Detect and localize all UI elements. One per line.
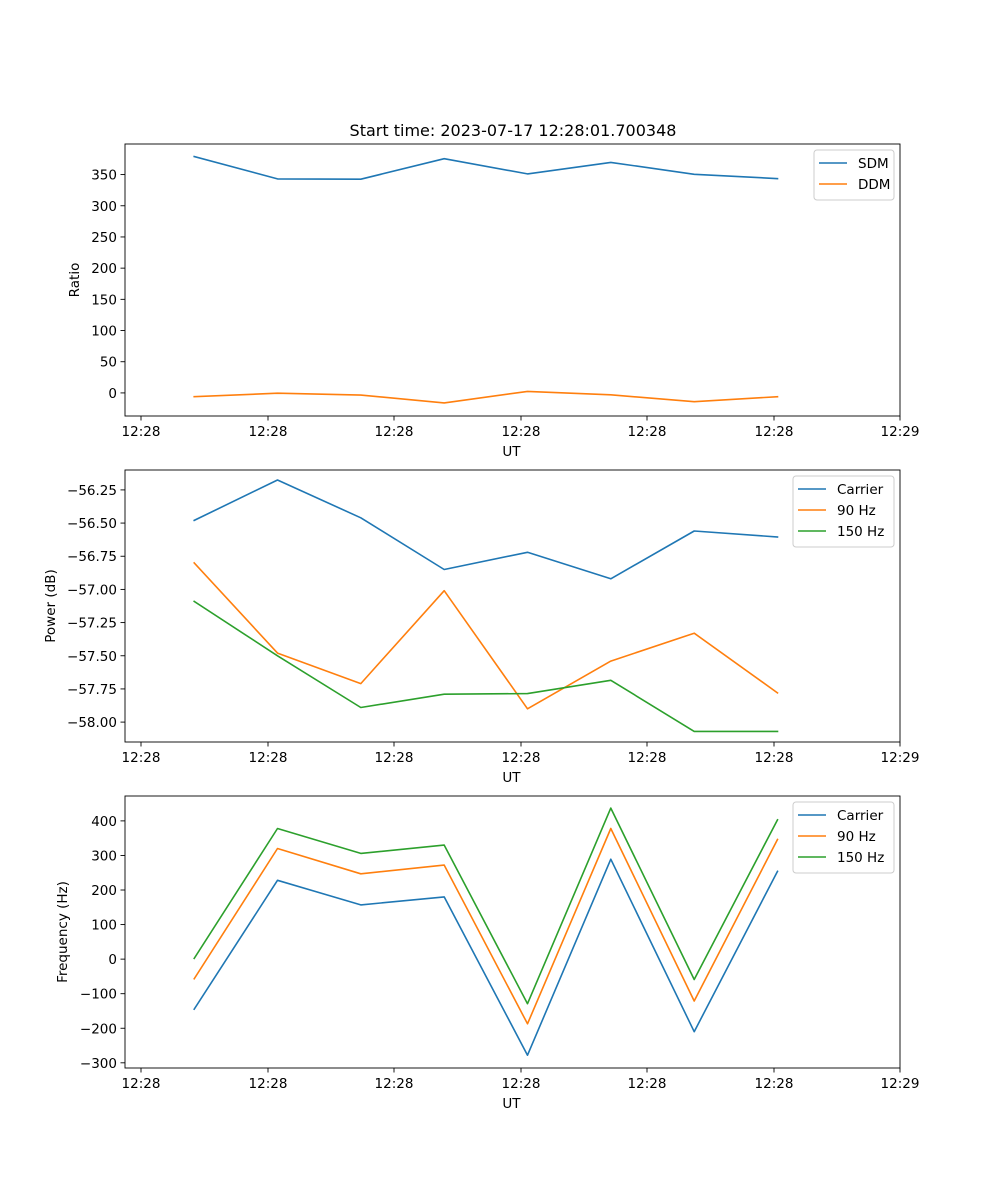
series-line-150-hz bbox=[193, 600, 779, 733]
legend-label: 90 Hz bbox=[837, 503, 876, 519]
legend: SDM DDM bbox=[813, 149, 895, 201]
x-tick-label: 12:28 bbox=[249, 1076, 288, 1092]
axes-frame bbox=[124, 795, 901, 1069]
y-tick-label: 300 bbox=[91, 199, 117, 215]
series-lines bbox=[193, 807, 779, 1056]
legend-label: Carrier bbox=[837, 482, 884, 498]
y-tick-label: −300 bbox=[80, 1056, 117, 1072]
y-tick-label: −58.00 bbox=[67, 715, 117, 731]
series-lines bbox=[193, 479, 779, 733]
series-line-90-hz bbox=[193, 561, 779, 710]
x-axis-label: UT bbox=[502, 1096, 521, 1112]
y-tick-label: −56.50 bbox=[67, 516, 117, 532]
x-tick-label: 12:29 bbox=[881, 750, 920, 766]
y-tick-label: 0 bbox=[108, 386, 117, 402]
x-tick-label: 12:28 bbox=[628, 424, 667, 440]
legend-label: 150 Hz bbox=[837, 850, 884, 866]
y-tick-label: 300 bbox=[91, 848, 117, 864]
y-tick-label: 200 bbox=[91, 261, 117, 277]
x-tick-label: 12:28 bbox=[375, 750, 414, 766]
y-tick-label: −100 bbox=[80, 987, 117, 1003]
y-tick-label: −56.75 bbox=[67, 549, 117, 565]
legend: Carrier 90 Hz 150 Hz bbox=[792, 801, 895, 874]
legend: Carrier 90 Hz 150 Hz bbox=[792, 475, 895, 548]
y-tick-label: 150 bbox=[91, 292, 117, 308]
x-tick-label: 12:28 bbox=[755, 750, 794, 766]
legend-label: 150 Hz bbox=[837, 524, 884, 540]
x-tick-label: 12:28 bbox=[755, 1076, 794, 1092]
x-tick-label: 12:28 bbox=[502, 1076, 541, 1092]
y-tick-label: −57.75 bbox=[67, 682, 117, 698]
chart-panel-3: 12:28 12:28 12:28 12:28 12:28 12:28 12:29 −300 −… bbox=[55, 795, 920, 1112]
y-tick-label: −57.00 bbox=[67, 582, 117, 598]
chart-panel-1: 12:28 12:28 12:28 12:28 12:28 12:28 12:29 0 50 10… bbox=[67, 143, 920, 460]
y-axis-label: Frequency (Hz) bbox=[55, 881, 71, 983]
y-tick-label: −57.50 bbox=[67, 649, 117, 665]
series-line-150-hz bbox=[193, 807, 779, 1005]
series-line-ddm bbox=[193, 390, 779, 404]
axes-frame bbox=[124, 143, 901, 417]
y-tick-label: −57.25 bbox=[67, 616, 117, 632]
series-line-carrier bbox=[193, 479, 779, 580]
y-tick-label: −56.25 bbox=[67, 483, 117, 499]
x-tick-label: 12:28 bbox=[375, 424, 414, 440]
legend-label: DDM bbox=[858, 177, 890, 193]
x-tick-label: 12:28 bbox=[249, 424, 288, 440]
x-axis-label: UT bbox=[502, 444, 521, 460]
x-tick-label: 12:29 bbox=[881, 424, 920, 440]
y-tick-label: 100 bbox=[91, 918, 117, 934]
x-tick-label: 12:28 bbox=[122, 750, 161, 766]
y-tick-label: 350 bbox=[91, 168, 117, 184]
figure-title: Start time: 2023-07-17 12:28:01.700348 bbox=[350, 121, 677, 140]
x-tick-label: 12:29 bbox=[881, 1076, 920, 1092]
legend-box bbox=[792, 801, 895, 874]
y-tick-label: 50 bbox=[100, 355, 117, 371]
legend-label: 90 Hz bbox=[837, 829, 876, 845]
series-line-carrier bbox=[193, 858, 779, 1056]
y-tick-label: 400 bbox=[91, 814, 117, 830]
x-tick-label: 12:28 bbox=[122, 1076, 161, 1092]
y-tick-label: 250 bbox=[91, 230, 117, 246]
x-tick-label: 12:28 bbox=[122, 424, 161, 440]
y-axis-label: Power (dB) bbox=[43, 569, 59, 642]
x-axis-label: UT bbox=[502, 770, 521, 786]
x-tick-label: 12:28 bbox=[375, 1076, 414, 1092]
x-tick-label: 12:28 bbox=[502, 750, 541, 766]
x-tick-label: 12:28 bbox=[249, 750, 288, 766]
x-tick-label: 12:28 bbox=[502, 424, 541, 440]
series-line-90-hz bbox=[193, 827, 779, 1025]
x-tick-label: 12:28 bbox=[628, 1076, 667, 1092]
legend-box bbox=[792, 475, 895, 548]
legend-label: SDM bbox=[858, 156, 889, 172]
legend-label: Carrier bbox=[837, 808, 884, 824]
y-tick-label: −200 bbox=[80, 1021, 117, 1037]
series-lines bbox=[193, 155, 779, 404]
chart-panel-2: 12:28 12:28 12:28 12:28 12:28 12:28 12:29 −58.0… bbox=[43, 469, 920, 786]
series-line-sdm bbox=[193, 155, 779, 180]
x-tick-label: 12:28 bbox=[755, 424, 794, 440]
y-tick-label: 100 bbox=[91, 324, 117, 340]
axes-frame bbox=[124, 469, 901, 743]
x-tick-label: 12:28 bbox=[628, 750, 667, 766]
y-axis-label: Ratio bbox=[67, 263, 83, 298]
y-tick-label: 200 bbox=[91, 883, 117, 899]
y-tick-label: 0 bbox=[108, 952, 117, 968]
